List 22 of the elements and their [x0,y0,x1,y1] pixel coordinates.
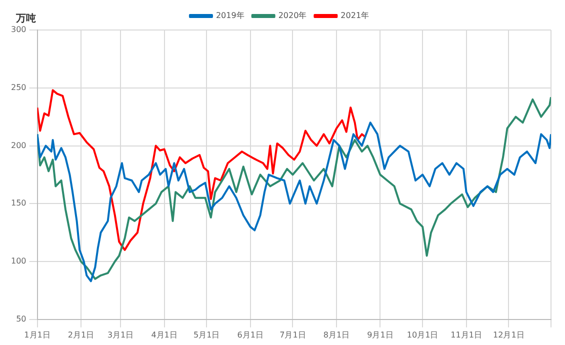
y-tick-label: 300 [10,25,26,34]
x-tick-label: 6月1日 [237,330,264,340]
x-tick-label: 11月1日 [450,330,482,340]
y-tick-label: 50 [16,314,26,324]
y-tick-label: 250 [10,82,26,92]
y-tick-label: 150 [10,198,26,208]
x-tick-label: 9月1日 [367,330,394,340]
x-tick-label: 2月1日 [68,330,94,340]
x-tick-label: 5月1日 [194,330,220,340]
x-tick-label: 1月1日 [24,330,50,340]
x-tick-label: 4月1日 [151,330,178,340]
x-tick-label: 7月1日 [280,330,306,340]
y-tick-label: 200 [10,140,26,150]
legend-label: 2021年 [340,11,370,20]
legend-label: 2020年 [278,11,307,20]
x-tick-label: 10月1日 [406,330,438,340]
y-tick-label: 100 [10,256,26,266]
x-tick-label: 3月1日 [107,330,134,340]
x-tick-label: 8月1日 [323,330,350,340]
x-tick-label: 12月1日 [493,330,524,340]
legend-label: 2019年 [216,11,244,20]
y-axis-title: 万吨 [15,12,36,25]
